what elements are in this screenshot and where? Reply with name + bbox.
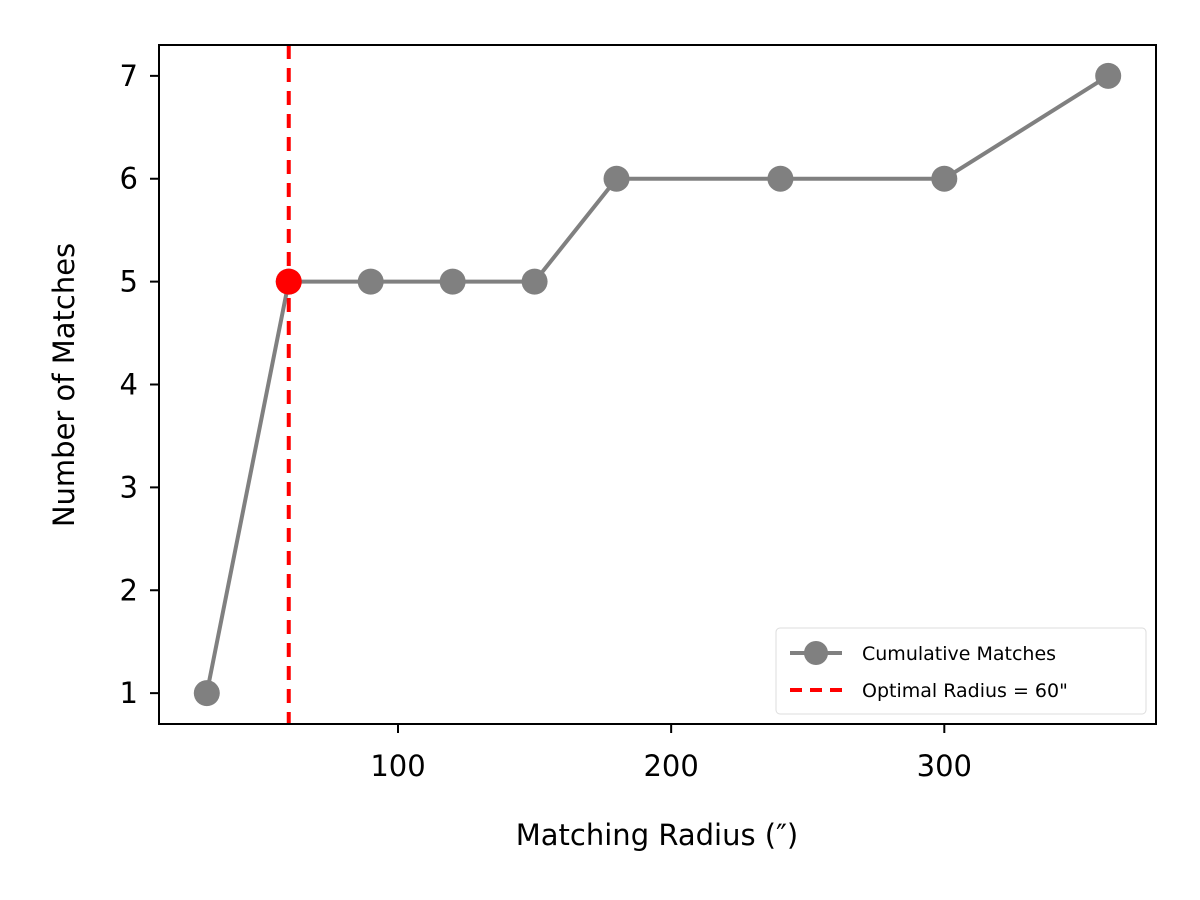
x-tick-label: 300 bbox=[917, 749, 972, 783]
y-axis-label: Number of Matches bbox=[47, 243, 81, 527]
data-point bbox=[439, 268, 466, 295]
data-point bbox=[603, 165, 630, 192]
series-line bbox=[204, 74, 1110, 694]
legend-label-optimal: Optimal Radius = 60" bbox=[862, 680, 1068, 702]
x-axis-label: Matching Radius (″) bbox=[516, 818, 798, 852]
y-tick-label: 6 bbox=[120, 162, 138, 196]
x-tick-label: 100 bbox=[370, 749, 425, 783]
data-point bbox=[521, 268, 548, 295]
y-tick-label: 3 bbox=[120, 470, 138, 504]
legend: Cumulative Matches Optimal Radius = 60" bbox=[775, 627, 1147, 715]
plot-area bbox=[193, 45, 1122, 724]
optimal-point bbox=[275, 268, 302, 295]
ticks-layer: 100 200 300 1 2 3 4 5 6 7 bbox=[120, 59, 972, 783]
data-point bbox=[1095, 62, 1122, 89]
x-tick-label: 200 bbox=[643, 749, 698, 783]
data-point bbox=[767, 165, 794, 192]
y-tick-label: 5 bbox=[120, 265, 138, 299]
y-tick-label: 1 bbox=[120, 676, 138, 710]
axes-frame bbox=[158, 44, 1157, 725]
legend-box bbox=[775, 627, 1147, 715]
data-point bbox=[357, 268, 384, 295]
data-point bbox=[193, 680, 220, 707]
data-point bbox=[931, 165, 958, 192]
y-tick-label: 4 bbox=[120, 368, 138, 402]
y-tick-label: 7 bbox=[120, 59, 138, 93]
legend-label-series: Cumulative Matches bbox=[862, 643, 1056, 665]
legend-dot-marker bbox=[804, 641, 828, 665]
y-tick-label: 2 bbox=[120, 573, 138, 607]
